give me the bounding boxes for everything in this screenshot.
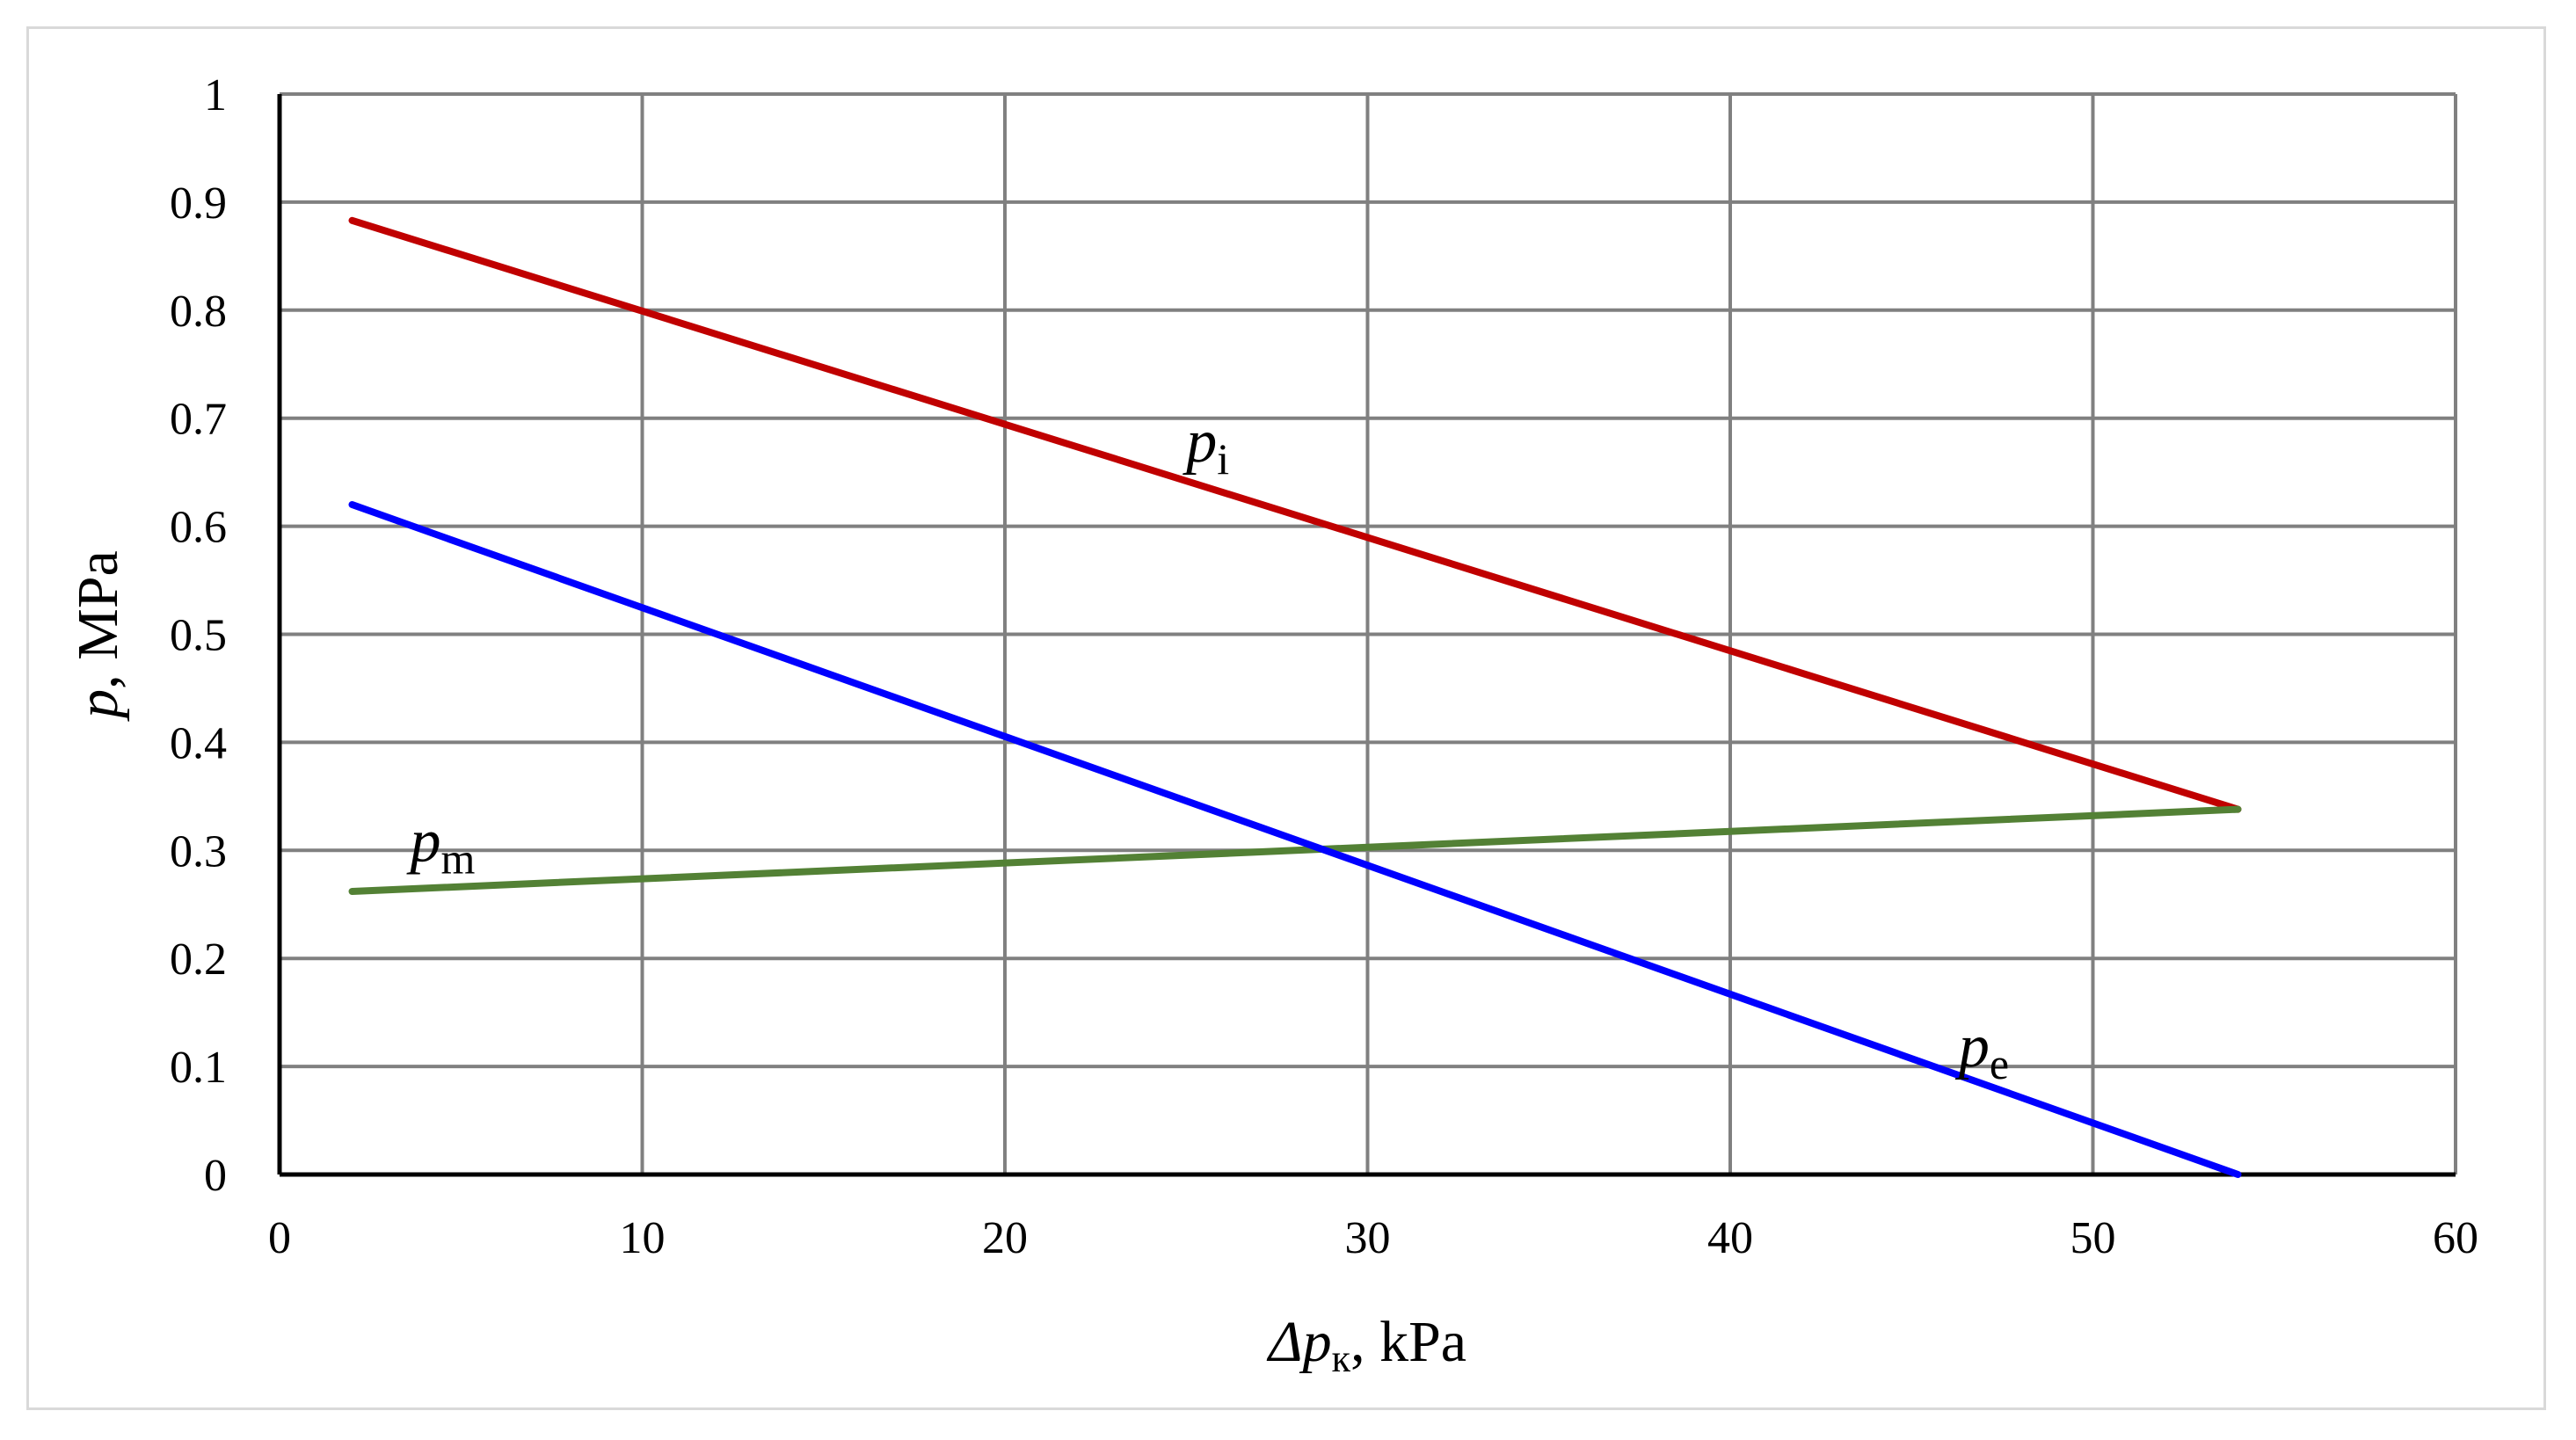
- x-tick-label: 50: [2070, 1213, 2116, 1263]
- y-tick-label: 0.3: [170, 826, 227, 876]
- y-tick-label: 0: [204, 1151, 227, 1201]
- series-label-sub: m: [441, 834, 476, 884]
- x-axis-title-rest: , kPa: [1350, 1310, 1466, 1374]
- y-tick-label: 0.9: [170, 178, 227, 229]
- series-label-main: p: [1182, 408, 1217, 476]
- series-label-sub: e: [1990, 1039, 2009, 1088]
- y-axis-title: p, MPa: [66, 550, 130, 722]
- series-label-pm: pm: [406, 808, 476, 884]
- y-tick-label: 0.5: [170, 611, 227, 661]
- series: [348, 216, 2242, 1178]
- x-tick-label: 60: [2433, 1213, 2478, 1263]
- series-label-pe: pe: [1954, 1013, 2009, 1088]
- y-axis-title-rest: , MPa: [66, 550, 130, 689]
- x-axis-title-sub: к: [1332, 1337, 1351, 1380]
- series-label-pi: pi: [1182, 408, 1229, 484]
- series-label-main: p: [1954, 1013, 1990, 1080]
- series-label-main: p: [406, 808, 441, 876]
- y-tick-label: 0.6: [170, 503, 227, 553]
- series-label-sub: i: [1217, 434, 1229, 484]
- x-tick-label: 20: [982, 1213, 1028, 1263]
- x-tick-label: 30: [1345, 1213, 1391, 1263]
- x-tick-label: 0: [268, 1213, 291, 1263]
- x-tick-label: 10: [620, 1213, 666, 1263]
- x-tick-labels: 0 10 20 30 40 50 60: [268, 1213, 2478, 1263]
- x-tick-label: 40: [1707, 1213, 1753, 1263]
- y-tick-label: 0.2: [170, 935, 227, 985]
- series-line-pe: [348, 501, 2242, 1178]
- y-tick-label: 0.8: [170, 287, 227, 337]
- axes: [277, 94, 2456, 1177]
- y-axis-title-main: p: [66, 689, 130, 722]
- grid: [278, 92, 2457, 1176]
- y-tick-label: 0.7: [170, 395, 227, 445]
- series-line-pm: [348, 805, 2242, 896]
- x-axis-title: Δpк, kPa: [1266, 1310, 1466, 1380]
- x-axis-title-main: Δp: [1266, 1310, 1332, 1374]
- y-tick-label: 0.1: [170, 1043, 227, 1093]
- series-line-pi: [348, 216, 2242, 813]
- chart-frame: [26, 26, 2546, 1410]
- y-tick-label: 1: [204, 70, 227, 120]
- y-tick-labels: 0 0.1 0.2 0.3 0.4 0.5 0.6 0.7 0.8 0.9 1: [170, 70, 227, 1201]
- y-tick-label: 0.4: [170, 718, 227, 768]
